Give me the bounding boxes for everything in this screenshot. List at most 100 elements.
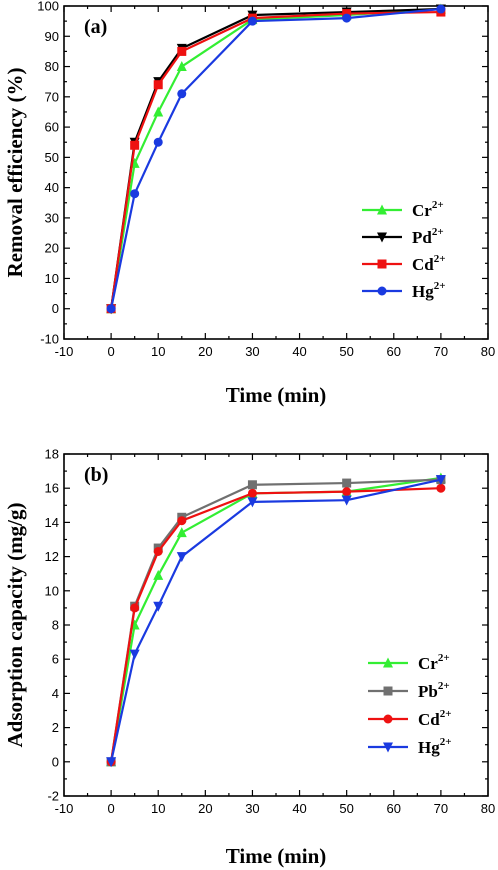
series-hg: [106, 475, 446, 768]
panel-b: -10 0 10 20 30 40 50 60 70 80 -2 0 2 4 6 8 10 12 14 16 18 Tim…: [3, 447, 495, 869]
legend-item: Cd2+: [368, 708, 452, 729]
y-tick-label: 10: [45, 583, 59, 598]
x-tick-label: 80: [481, 344, 495, 359]
x-axis-title: Time (min): [226, 844, 327, 868]
data-point: [153, 569, 164, 580]
y-tick-label: 50: [45, 150, 59, 165]
data-point: [247, 497, 258, 508]
y-tick-label: 2: [52, 720, 59, 735]
y-tick-label: 20: [45, 241, 59, 256]
data-point: [153, 601, 164, 612]
x-tick-label: 30: [245, 801, 259, 816]
data-point: [247, 16, 257, 26]
x-tick-label: 20: [198, 344, 212, 359]
data-point: [153, 137, 163, 147]
panel-a: -10 0 10 20 30 40 50 60 70 80 -10 0 10 20 30 40 50 60 70 80…: [3, 0, 495, 407]
x-tick-label: 70: [434, 801, 448, 816]
x-tick-label: 10: [151, 801, 165, 816]
data-point: [341, 495, 352, 506]
data-point: [177, 46, 187, 56]
x-tick-label: 50: [339, 801, 353, 816]
data-point: [129, 649, 140, 660]
data-point: [153, 80, 163, 90]
x-tick-label: 70: [434, 344, 448, 359]
data-point: [153, 546, 163, 556]
series-cr: [106, 472, 446, 767]
y-tick-label: -10: [40, 332, 59, 347]
x-axis-title: Time (min): [226, 383, 327, 407]
data-point: [436, 4, 446, 14]
legend-swatch-marker: [383, 686, 393, 696]
x-tick-label: 40: [292, 801, 306, 816]
legend: Cr2+ Pd2+ Cd2+ Hg2+: [362, 199, 446, 301]
data-point: [435, 475, 446, 486]
data-point: [176, 61, 187, 72]
data-point: [177, 516, 187, 526]
y-tick-label: 70: [45, 89, 59, 104]
x-tick-label: 60: [387, 801, 401, 816]
series-cd: [106, 7, 446, 314]
y-tick-label: 60: [45, 120, 59, 135]
y-tick-label: 18: [45, 447, 59, 462]
legend-label: Cr2+: [418, 652, 450, 673]
y-axis-title: Removal efficiency (%): [3, 68, 27, 278]
legend-superscript: 2+: [438, 652, 450, 664]
y-tick-label: 16: [45, 481, 59, 496]
x-tick-label: -10: [55, 344, 74, 359]
data-point: [130, 603, 140, 613]
legend-superscript: 2+: [434, 280, 446, 292]
legend-item: Pb2+: [368, 680, 450, 701]
series-cr: [106, 3, 446, 314]
series-pd: [106, 4, 446, 315]
legend-label: Pb2+: [418, 680, 450, 701]
x-tick-label: 40: [292, 344, 306, 359]
y-tick-label: 10: [45, 271, 59, 286]
y-tick-label: 80: [45, 59, 59, 74]
x-tick-label: -10: [55, 801, 74, 816]
x-tick-label: 10: [151, 344, 165, 359]
data-point: [176, 552, 187, 563]
y-tick-label: 12: [45, 549, 59, 564]
legend-label: Pd2+: [412, 226, 444, 247]
data-point: [130, 189, 140, 199]
legend-item: Hg2+: [362, 280, 446, 301]
y-tick-label: 14: [45, 515, 59, 530]
legend-superscript: 2+: [438, 680, 450, 692]
legend-superscript: 2+: [440, 736, 452, 748]
data-point: [342, 478, 352, 488]
x-tick-label: 30: [245, 344, 259, 359]
data-point: [342, 487, 352, 497]
legend-swatch-marker: [377, 259, 387, 269]
y-axis-title: Adsorption capacity (mg/g): [3, 503, 27, 748]
legend-label: Cr2+: [412, 199, 444, 220]
legend-label: Hg2+: [418, 736, 452, 757]
legend-item: Cr2+: [368, 652, 450, 673]
legend-swatch-marker: [383, 714, 393, 724]
y-tick-label: 100: [37, 0, 59, 14]
legend-item: Cd2+: [362, 253, 446, 274]
y-tick-label: 0: [52, 301, 59, 316]
legend-superscript: 2+: [440, 708, 452, 720]
data-point: [130, 140, 140, 150]
legend-swatch-marker: [377, 204, 387, 215]
data-point: [247, 488, 257, 498]
data-point: [342, 13, 352, 23]
legend-swatch-marker: [383, 657, 393, 668]
data-point: [177, 89, 187, 99]
series-pb: [106, 475, 446, 767]
x-tick-label: 60: [387, 344, 401, 359]
legend-item: Pd2+: [362, 226, 444, 247]
data-point: [176, 527, 187, 538]
data-point: [153, 106, 164, 117]
x-tick-label: 0: [107, 344, 114, 359]
data-point: [106, 304, 116, 314]
legend-swatch-marker: [383, 742, 393, 753]
y-tick-label: 4: [52, 686, 59, 701]
series-hg: [106, 4, 446, 314]
x-tick-label: 50: [339, 344, 353, 359]
x-tick-label: 20: [198, 801, 212, 816]
y-tick-label: -2: [47, 789, 59, 804]
legend-label: Hg2+: [412, 280, 446, 301]
y-tick-label: 8: [52, 618, 59, 633]
legend-superscript: 2+: [434, 253, 446, 265]
